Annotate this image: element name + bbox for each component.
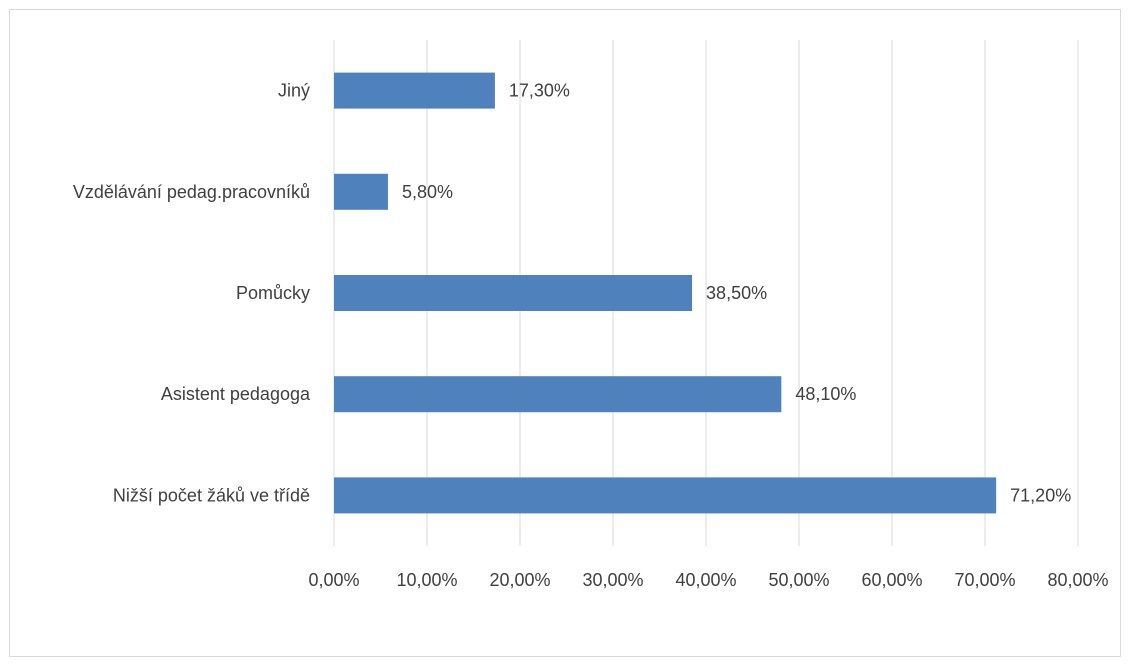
data-label: 17,30% (509, 81, 570, 101)
category-label: Vzdělávání pedag.pracovníků (73, 182, 310, 202)
chart-frame (9, 9, 1121, 657)
bar (334, 477, 997, 514)
x-tick-label: 70,00% (954, 570, 1015, 590)
category-label: Jiný (278, 81, 310, 101)
category-label: Pomůcky (236, 283, 310, 303)
x-tick-label: 30,00% (582, 570, 643, 590)
data-label: 71,20% (1010, 485, 1071, 505)
bar (334, 173, 388, 210)
bars (334, 72, 997, 514)
category-label: Asistent pedagoga (161, 384, 311, 404)
labels: 0,00% 10,00% 20,00% 30,00% 40,00% 50,00% 60,00… (73, 81, 1109, 590)
gridlines (333, 40, 1079, 546)
data-label: 48,10% (795, 384, 856, 404)
bar (334, 376, 782, 413)
x-tick-label: 40,00% (675, 570, 736, 590)
bar (334, 275, 693, 311)
x-tick-label: 80,00% (1047, 570, 1108, 590)
data-label: 5,80% (402, 182, 453, 202)
x-tick-label: 0,00% (308, 570, 359, 590)
x-tick-label: 20,00% (489, 570, 550, 590)
bar (334, 72, 495, 109)
x-tick-label: 50,00% (768, 570, 829, 590)
x-tick-label: 10,00% (396, 570, 457, 590)
x-tick-label: 60,00% (861, 570, 922, 590)
data-label: 38,50% (706, 283, 767, 303)
category-label: Nižší počet žáků ve třídě (113, 485, 310, 505)
